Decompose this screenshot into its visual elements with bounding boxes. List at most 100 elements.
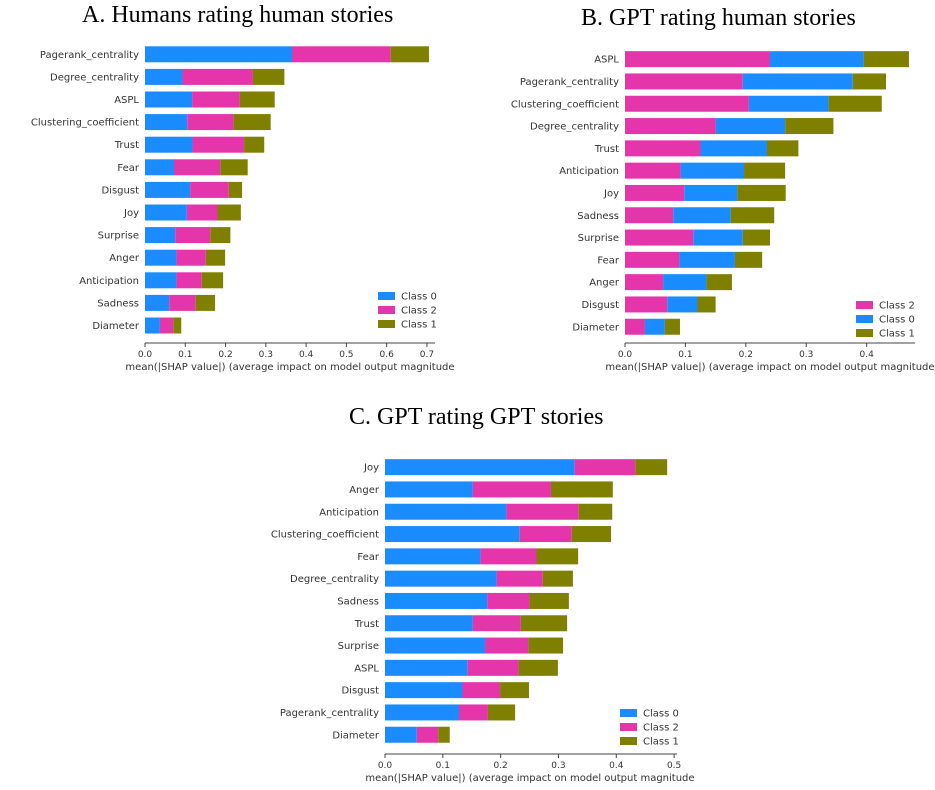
chart-a-category-label: Disgust (101, 185, 139, 196)
chart-c-bar-anticipation-class-1 (578, 503, 613, 520)
chart-c-category-label: Clustering_coefficient (271, 530, 379, 541)
chart-c-bar-fear-class-2 (480, 548, 537, 565)
chart-b-bar-fear-class-1 (734, 251, 763, 268)
chart-c-bar-sadness-class-0 (385, 592, 488, 609)
chart-c-bar-anger-class-2 (472, 481, 551, 498)
chart-c-bar-pagerank-centrality-class-2 (459, 704, 488, 721)
chart-c-bar-sadness-class-1 (529, 592, 569, 609)
chart-c-category-label: Trust (354, 619, 379, 630)
chart-b-bar-surprise-class-1 (742, 229, 770, 246)
chart-a-bar-anticipation-class-0 (145, 272, 177, 289)
chart-c-bar-anticipation-class-0 (385, 503, 507, 520)
chart-c-bar-fear-class-0 (385, 548, 481, 565)
chart-a-bar-anger-class-1 (205, 249, 226, 266)
chart-a-category-label: Degree_centrality (50, 72, 139, 83)
chart-b-category-label: Joy (603, 188, 619, 199)
chart-a-bar-surprise-class-2 (175, 227, 211, 244)
chart-b-bar-surprise-class-2 (625, 229, 694, 246)
chart-c-bar-anger-class-1 (550, 481, 613, 498)
chart-b-bar-joy-class-2 (625, 184, 685, 201)
chart-a-legend-swatch-class-0 (378, 292, 395, 300)
chart-b-bar-joy-class-1 (737, 184, 786, 201)
chart-c-bar-anger-class-0 (385, 481, 473, 498)
chart-a-category-label: ASPL (114, 95, 139, 106)
chart-b-x-axis-label: mean(|SHAP value|) (average impact on mo… (605, 362, 934, 373)
chart-a-category-label: Sadness (97, 298, 139, 309)
chart-a-bar-diameter-class-0 (145, 317, 160, 334)
chart-b-bar-clustering-coefficient-class-2 (625, 95, 749, 112)
chart-c-bar-sadness-class-2 (487, 592, 530, 609)
chart-c-bar-joy-class-2 (574, 459, 636, 476)
chart-a-bar-anticipation-class-2 (176, 272, 202, 289)
chart-a-category-label: Pagerank_centrality (40, 50, 139, 61)
chart-c-title: C. GPT rating GPT stories (349, 404, 604, 430)
chart-a-bar-joy-class-2 (186, 204, 218, 221)
chart-b-category-label: ASPL (594, 55, 619, 66)
chart-a-x-tick-label: 0.7 (420, 350, 434, 360)
chart-a-legend-label: Class 1 (401, 320, 437, 331)
chart-b-bar-diameter-class-0 (644, 318, 665, 335)
chart-a-bar-clustering-coefficient-class-0 (145, 114, 188, 131)
chart-a-bar-degree-centrality-class-1 (252, 68, 285, 85)
chart-a-bar-fear-class-0 (145, 159, 174, 176)
chart-b-bar-sadness-class-0 (673, 207, 731, 224)
chart-a-bar-fear-class-1 (220, 159, 248, 176)
chart-b-category-label: Surprise (578, 233, 619, 244)
chart-a-bar-aspl-class-2 (192, 91, 240, 108)
chart-c-legend-swatch-class-1 (620, 737, 637, 745)
chart-b-bar-anger-class-1 (706, 274, 732, 291)
chart-c-category-label: ASPL (354, 663, 379, 674)
chart-b-bar-anticipation-class-1 (744, 162, 786, 179)
chart-b-x-tick-label: 0.0 (618, 350, 633, 360)
chart-a-bar-fear-class-2 (174, 159, 221, 176)
chart-a-bar-joy-class-0 (145, 204, 187, 221)
chart-c-bar-clustering-coefficient-class-2 (519, 526, 572, 543)
chart-b-legend-label: Class 1 (879, 329, 915, 340)
chart-c-x-axis-label: mean(|SHAP value|) (average impact on mo… (365, 773, 694, 784)
chart-b-legend-swatch-class-0 (856, 315, 873, 323)
chart-a-x-tick-label: 0.2 (218, 350, 232, 360)
chart-b-category-label: Clustering_coefficient (511, 99, 619, 110)
chart-c-bar-disgust-class-0 (385, 682, 463, 699)
chart-c-bar-trust-class-0 (385, 615, 473, 632)
chart-b-category-label: Pagerank_centrality (520, 77, 619, 88)
chart-a-x-tick-label: 0.6 (380, 350, 395, 360)
chart-c-bar-diameter-class-2 (416, 726, 439, 743)
chart-c-bar-joy-class-0 (385, 459, 575, 476)
chart-c-bar-surprise-class-1 (528, 637, 564, 654)
chart-a-category-label: Anger (109, 253, 140, 264)
chart-a-legend-swatch-class-2 (378, 306, 395, 314)
chart-a-x-tick-label: 0.0 (138, 350, 153, 360)
chart-a-bar-anticipation-class-1 (201, 272, 224, 289)
chart-b-bar-disgust-class-0 (667, 296, 698, 313)
chart-c-bar-degree-centrality-class-1 (542, 570, 573, 587)
chart-c-bar-anticipation-class-2 (506, 503, 579, 520)
chart-c-bar-disgust-class-2 (462, 682, 501, 699)
chart-b-bar-anger-class-0 (663, 274, 707, 291)
chart-b-x-tick-label: 0.1 (678, 350, 692, 360)
chart-b-bar-disgust-class-1 (697, 296, 716, 313)
chart-a-legend-swatch-class-1 (378, 320, 395, 328)
chart-c-bar-diameter-class-1 (438, 726, 450, 743)
chart-c-x-tick-label: 0.2 (493, 761, 507, 771)
chart-b-bar-aspl-class-1 (863, 51, 909, 68)
chart-c-bar-degree-centrality-class-2 (496, 570, 543, 587)
chart-b-legend-swatch-class-2 (856, 301, 873, 309)
chart-c-category-label: Surprise (338, 641, 379, 652)
chart-a-category-label: Clustering_coefficient (31, 118, 139, 129)
chart-b-bar-degree-centrality-class-0 (715, 118, 786, 135)
chart-a-category-label: Diameter (92, 321, 140, 332)
chart-b-bar-anticipation-class-2 (625, 162, 681, 179)
chart-a-bar-clustering-coefficient-class-1 (233, 114, 271, 131)
chart-c-legend-swatch-class-0 (620, 709, 637, 717)
chart-c-category-label: Fear (357, 552, 379, 563)
chart-b-bar-surprise-class-0 (693, 229, 743, 246)
chart-b-x-tick-label: 0.2 (739, 350, 753, 360)
chart-b-bar-joy-class-0 (684, 184, 738, 201)
chart-a-bar-trust-class-2 (192, 136, 245, 153)
chart-b-bar-trust-class-0 (700, 140, 767, 157)
chart-a-bar-degree-centrality-class-2 (182, 68, 253, 85)
